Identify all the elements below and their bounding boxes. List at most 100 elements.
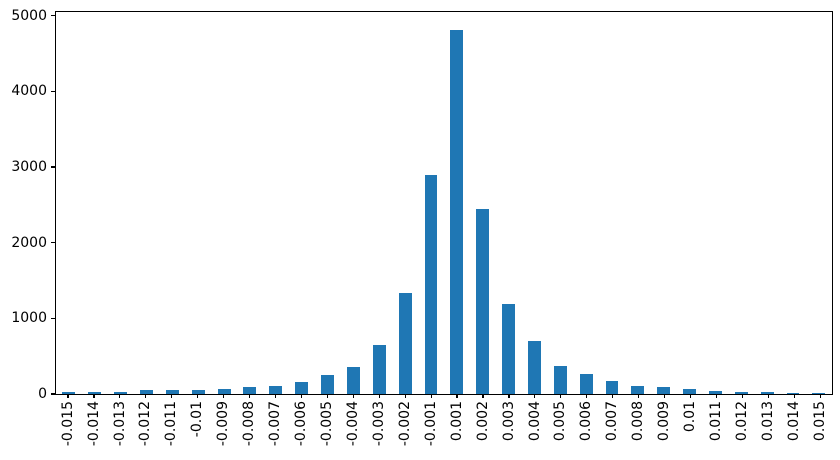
x-tick-mark <box>223 394 225 398</box>
x-tick-mark <box>378 394 380 398</box>
bar-slot <box>599 12 625 394</box>
x-tick-mark <box>638 394 640 398</box>
y-tick-label: 3000 <box>11 159 47 176</box>
bar-0.013 <box>760 392 774 394</box>
x-tick: 0.009 <box>652 394 678 446</box>
bar-slot <box>470 12 496 394</box>
y-tick-mark <box>51 317 55 319</box>
bar-slot <box>159 12 185 394</box>
bar--0.002 <box>398 292 412 394</box>
x-tick: -0.006 <box>288 394 314 446</box>
x-tick: -0.003 <box>366 394 392 446</box>
x-tick: -0.005 <box>314 394 340 446</box>
bar-slot <box>677 12 703 394</box>
x-tick: -0.013 <box>107 394 133 446</box>
x-tick-mark <box>741 394 743 398</box>
x-tick-label: 0.01 <box>682 401 699 433</box>
bar-slot <box>418 12 444 394</box>
x-tick-label: 0.014 <box>785 401 802 442</box>
bar-0.005 <box>553 365 567 394</box>
x-tick: -0.007 <box>263 394 289 446</box>
x-tick: 0.005 <box>548 394 574 446</box>
bar--0.013 <box>114 391 128 394</box>
y-tick-mark <box>51 166 55 168</box>
bar--0.01 <box>191 389 205 394</box>
bars-container <box>56 12 832 394</box>
bar--0.015 <box>62 392 76 394</box>
bar-slot <box>444 12 470 394</box>
bar-slot <box>651 12 677 394</box>
x-tick-label: 0.015 <box>811 401 828 442</box>
x-tick-mark <box>456 394 458 398</box>
x-tick-label: 0.003 <box>500 401 517 442</box>
bar--0.011 <box>165 389 179 394</box>
bar-slot <box>315 12 341 394</box>
y-tick-label: 0 <box>38 386 47 402</box>
bar-0.008 <box>631 385 645 394</box>
bar-slot <box>211 12 237 394</box>
x-tick-label: 0.006 <box>578 401 595 442</box>
x-tick-mark <box>819 394 821 398</box>
x-tick-mark <box>482 394 484 398</box>
bar-slot <box>625 12 651 394</box>
x-tick-mark <box>145 394 147 398</box>
x-tick-label: 0.002 <box>474 401 491 442</box>
x-tick-label: -0.011 <box>163 401 180 447</box>
bar-slot <box>547 12 573 394</box>
bar--0.012 <box>140 390 153 394</box>
bar-0.007 <box>605 381 619 394</box>
x-tick-mark <box>534 394 536 398</box>
x-tick: -0.014 <box>81 394 107 446</box>
x-tick-mark <box>300 394 302 398</box>
bar-slot <box>185 12 211 394</box>
x-tick: 0.013 <box>755 394 781 446</box>
x-tick: -0.002 <box>392 394 418 446</box>
y-tick-label: 4000 <box>11 83 47 100</box>
bar--0.007 <box>269 386 283 394</box>
bar-0.012 <box>734 392 748 394</box>
bar-slot <box>728 12 754 394</box>
bar-slot <box>392 12 418 394</box>
bar-0.014 <box>786 392 800 394</box>
x-tick-label: 0.011 <box>708 401 725 442</box>
x-tick: -0.004 <box>340 394 366 446</box>
x-tick: 0.002 <box>470 394 496 446</box>
x-tick-mark <box>767 394 769 398</box>
y-tick-mark <box>51 242 55 244</box>
x-tick-label: 0.009 <box>656 401 673 442</box>
x-tick: 0.001 <box>444 394 470 446</box>
bar-slot <box>754 12 780 394</box>
bar-0.001 <box>450 29 464 394</box>
x-tick-label: 0.013 <box>759 401 776 442</box>
x-tick-mark <box>352 394 354 398</box>
y-tick-label: 1000 <box>11 310 47 327</box>
x-tick-label: 0.007 <box>604 401 621 442</box>
bar-slot <box>340 12 366 394</box>
x-tick-label: 0.008 <box>630 401 647 442</box>
x-tick-mark <box>248 394 251 398</box>
bar-slot <box>263 12 289 394</box>
x-tick-label: 0.004 <box>526 401 543 442</box>
bar-0.006 <box>579 373 593 394</box>
bar-0.011 <box>708 390 722 394</box>
bar-slot <box>237 12 263 394</box>
bar-slot <box>289 12 315 394</box>
bar-slot <box>806 12 832 394</box>
plot-area: 0 1000 2000 3000 4000 5000 -0.015 -0.014 -0.013… <box>11 9 833 446</box>
x-tick: -0.009 <box>211 394 237 446</box>
x-tick-mark <box>274 394 277 398</box>
x-tick-label: -0.004 <box>344 401 361 447</box>
bar--0.008 <box>243 387 257 394</box>
x-tick-label: -0.006 <box>293 401 310 447</box>
x-tick-label: 0.005 <box>552 401 569 442</box>
y-tick-mark <box>51 90 55 93</box>
x-tick-mark <box>171 394 173 398</box>
x-tick-label: -0.009 <box>215 401 232 447</box>
x-tick-mark <box>663 394 666 398</box>
x-tick-mark <box>404 394 406 398</box>
x-tick: -0.001 <box>418 394 444 446</box>
bar-0.01 <box>683 389 697 394</box>
bar-slot <box>56 12 82 394</box>
x-axis: -0.015 -0.014 -0.013 -0.012 -0.011 -0.01 -0.00… <box>55 394 833 446</box>
x-tick: 0.003 <box>496 394 522 446</box>
